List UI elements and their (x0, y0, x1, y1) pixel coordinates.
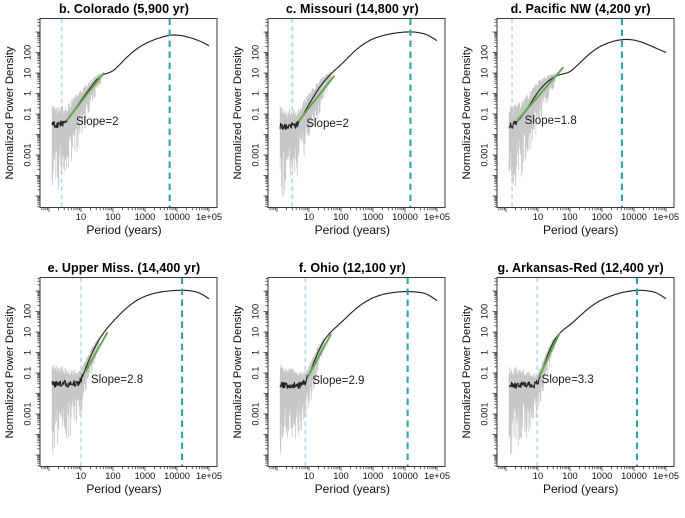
svg-text:1: 1 (251, 91, 261, 96)
x-axis-title: Period (years) (542, 482, 619, 496)
x-axis-title: Period (years) (314, 482, 390, 496)
svg-text:10: 10 (251, 68, 261, 78)
svg-text:10000: 10000 (621, 471, 647, 481)
svg-text:10: 10 (479, 68, 489, 78)
svg-text:100: 100 (334, 212, 350, 222)
svg-text:10: 10 (76, 471, 86, 481)
svg-text:0.1: 0.1 (479, 108, 489, 121)
panel-upper-miss: e. Upper Miss. (14,400 yr) Normalized Po… (0, 259, 228, 518)
svg-text:10: 10 (304, 471, 314, 481)
svg-text:10: 10 (76, 212, 86, 222)
slope-annotation: Slope=2.8 (91, 374, 144, 386)
svg-text:1e+05: 1e+05 (653, 212, 679, 222)
panel-title: c. Missouri (14,800 yr) (285, 2, 419, 16)
panel-title: f. Ohio (12,100 yr) (298, 261, 406, 275)
svg-text:100: 100 (251, 304, 261, 320)
slope-annotation: Slope=3.3 (541, 374, 594, 386)
svg-text:1e+05: 1e+05 (196, 471, 222, 481)
plot-canvas-arkansas-red: 10 100 1000 10000 1e+05 100 10 1 0.1 0.001 (479, 277, 679, 481)
slope-annotation: Slope=2.9 (312, 375, 365, 387)
svg-text:0.1: 0.1 (479, 367, 489, 380)
svg-text:1: 1 (22, 91, 32, 96)
plot-canvas-upper-miss: 10 100 1000 10000 1e+05 100 10 1 0.1 0.001 (22, 277, 222, 481)
svg-text:0.001: 0.001 (22, 143, 32, 166)
panel-title: g. Arkansas-Red (12,400 yr) (497, 261, 664, 275)
svg-text:1: 1 (251, 350, 261, 355)
svg-text:1000: 1000 (363, 212, 384, 222)
slope-annotation: Slope=2 (306, 118, 349, 130)
svg-text:0.1: 0.1 (22, 108, 32, 121)
panel-ohio: f. Ohio (12,100 yr) Normalized Power Den… (228, 259, 456, 518)
svg-text:10000: 10000 (392, 212, 418, 222)
svg-text:100: 100 (562, 212, 578, 222)
svg-text:100: 100 (479, 304, 489, 320)
svg-text:10: 10 (22, 327, 32, 337)
svg-text:0.001: 0.001 (479, 402, 489, 425)
svg-text:0.1: 0.1 (22, 367, 32, 380)
plot-canvas-ohio: 10 100 1000 10000 1e+05 100 10 1 0.1 0.001 (251, 277, 450, 481)
plot-canvas-missouri: 10 100 1000 10000 1e+05 100 10 1 0.1 0.001 (251, 18, 450, 222)
svg-text:0.001: 0.001 (251, 143, 261, 166)
svg-text:100: 100 (251, 45, 261, 60)
svg-text:100: 100 (22, 304, 32, 320)
svg-text:1: 1 (479, 350, 489, 355)
panel-title: e. Upper Miss. (14,400 yr) (47, 261, 201, 275)
svg-text:10: 10 (532, 471, 542, 481)
svg-text:100: 100 (105, 212, 121, 222)
x-axis-title: Period (years) (542, 223, 619, 237)
svg-text:100: 100 (479, 45, 489, 60)
svg-text:0.1: 0.1 (251, 108, 261, 121)
slope-annotation: Slope=2 (76, 116, 119, 128)
panel-arkansas-red: g. Arkansas-Red (12,400 yr) Normalized P… (457, 259, 685, 518)
svg-text:1000: 1000 (591, 471, 612, 481)
svg-text:10000: 10000 (621, 212, 647, 222)
x-axis-title: Period (years) (86, 482, 162, 496)
svg-text:100: 100 (22, 45, 32, 60)
panel-colorado: b. Colorado (5,900 yr) Normalized Power … (0, 0, 228, 259)
svg-text:1e+05: 1e+05 (653, 471, 679, 481)
svg-text:100: 100 (562, 471, 578, 481)
svg-text:10: 10 (251, 327, 261, 337)
svg-text:1000: 1000 (135, 212, 156, 222)
x-axis-title: Period (years) (86, 223, 162, 237)
svg-text:1: 1 (479, 91, 489, 96)
svg-text:0.001: 0.001 (251, 402, 261, 425)
panel-missouri: c. Missouri (14,800 yr) Normalized Power… (228, 0, 456, 259)
svg-text:1e+05: 1e+05 (424, 212, 450, 222)
svg-text:10: 10 (304, 212, 314, 222)
svg-text:0.001: 0.001 (479, 143, 489, 166)
svg-text:1000: 1000 (363, 471, 384, 481)
svg-text:1e+05: 1e+05 (196, 212, 222, 222)
svg-text:0.1: 0.1 (251, 367, 261, 380)
svg-text:0.001: 0.001 (22, 402, 32, 425)
svg-text:10000: 10000 (164, 471, 190, 481)
panel-title: b. Colorado (5,900 yr) (58, 2, 189, 16)
plot-canvas-colorado: 10 100 1000 10000 1e+05 100 10 1 0.1 0.001 (22, 18, 222, 222)
svg-text:1: 1 (22, 350, 32, 355)
svg-text:10000: 10000 (164, 212, 190, 222)
plot-canvas-pacific-nw: 10 100 1000 10000 1e+05 100 10 1 0.1 0.001 (479, 18, 679, 222)
svg-text:100: 100 (105, 471, 121, 481)
svg-text:10: 10 (479, 327, 489, 337)
x-axis-title: Period (years) (314, 223, 390, 237)
panel-title: d. Pacific NW (4,200 yr) (510, 2, 651, 16)
svg-text:1000: 1000 (591, 212, 612, 222)
svg-text:100: 100 (334, 471, 350, 481)
panel-pacific-nw: d. Pacific NW (4,200 yr) Normalized Powe… (457, 0, 685, 259)
svg-text:1000: 1000 (135, 471, 156, 481)
svg-text:10000: 10000 (392, 471, 418, 481)
svg-text:1e+05: 1e+05 (424, 471, 450, 481)
svg-text:10: 10 (22, 68, 32, 78)
svg-text:10: 10 (532, 212, 542, 222)
slope-annotation: Slope=1.8 (524, 115, 577, 127)
